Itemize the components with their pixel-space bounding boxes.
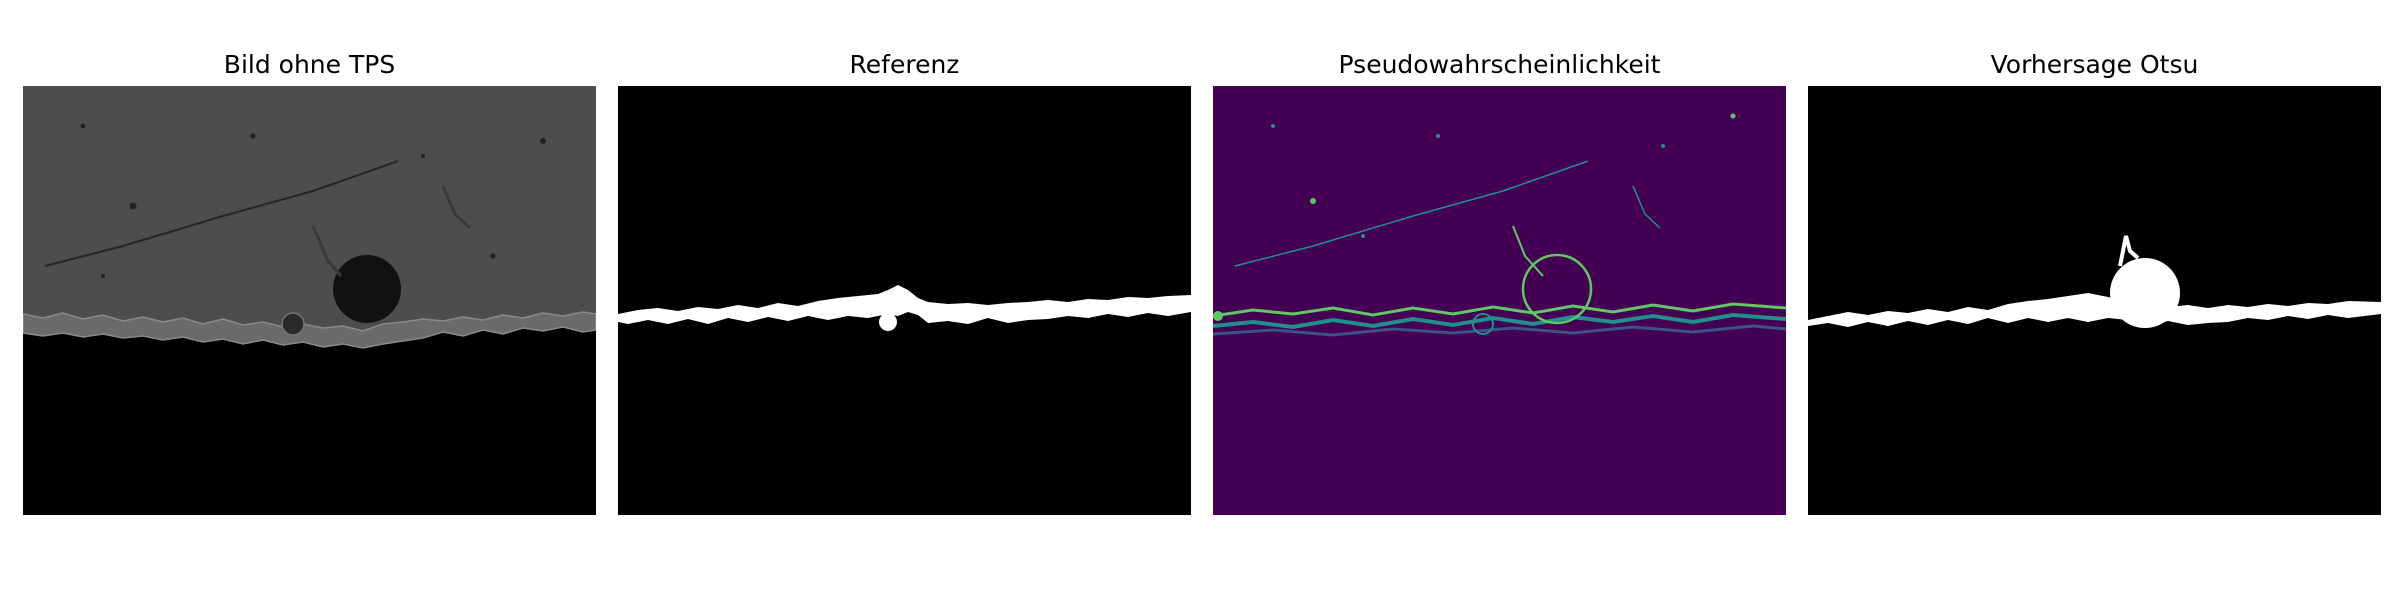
panel-title: Bild ohne TPS [23, 50, 596, 80]
reference-mask-image [618, 86, 1191, 515]
panel-title: Vorhersage Otsu [1808, 50, 2381, 80]
pseudo-probability-map-image [1213, 86, 1786, 515]
grayscale-micrograph-image [23, 86, 596, 515]
otsu-prediction-mask-image [1808, 86, 2381, 515]
panel-title: Referenz [618, 50, 1191, 80]
panel-title: Pseudowahrscheinlichkeit [1213, 50, 1786, 80]
